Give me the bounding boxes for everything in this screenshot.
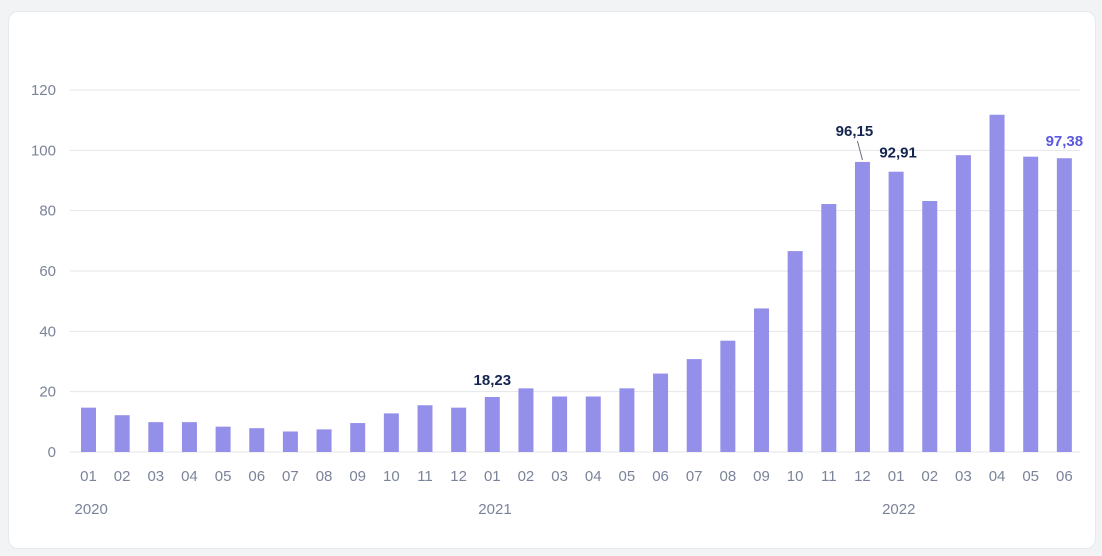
bar bbox=[81, 407, 96, 452]
x-tick-label: 05 bbox=[619, 468, 636, 485]
bar bbox=[282, 431, 298, 452]
bar bbox=[350, 423, 366, 452]
bar bbox=[383, 413, 399, 452]
leader-line bbox=[856, 140, 863, 161]
y-axis: 0 20 40 60 80 100 120 bbox=[31, 82, 56, 461]
data-label: 97,38 bbox=[1046, 133, 1084, 150]
bar bbox=[653, 373, 669, 452]
bar bbox=[686, 359, 702, 452]
data-label: 96,15 bbox=[836, 123, 874, 140]
x-tick-label: 07 bbox=[686, 468, 703, 485]
bar bbox=[417, 405, 433, 452]
bar bbox=[451, 407, 467, 452]
bar bbox=[181, 422, 197, 452]
y-tick-label: 100 bbox=[31, 142, 56, 159]
x-tick-label: 05 bbox=[215, 468, 232, 485]
bar bbox=[787, 251, 803, 452]
x-tick-label: 02 bbox=[114, 468, 131, 485]
y-tick-label: 80 bbox=[39, 203, 56, 220]
x-tick-label: 04 bbox=[585, 468, 602, 485]
bar bbox=[619, 388, 635, 452]
bar bbox=[888, 171, 904, 452]
bar bbox=[821, 204, 837, 452]
data-label: 92,91 bbox=[879, 145, 917, 162]
x-tick-label: 04 bbox=[989, 468, 1006, 485]
bar bbox=[754, 308, 769, 452]
bar bbox=[989, 114, 1005, 452]
y-tick-label: 60 bbox=[39, 263, 56, 280]
year-label: 2022 bbox=[882, 501, 915, 518]
bar bbox=[249, 428, 265, 452]
x-tick-label: 08 bbox=[316, 468, 333, 485]
bar bbox=[114, 415, 130, 452]
bar bbox=[922, 201, 938, 452]
bar bbox=[955, 155, 971, 452]
gridlines bbox=[70, 89, 1080, 453]
x-axis: 01 02 03 04 05 06 07 08 09 10 11 12 01 02 03 04 05 06 07 08… bbox=[75, 468, 1073, 518]
x-tick-label: 02 bbox=[518, 468, 535, 485]
x-tick-label: 08 bbox=[720, 468, 737, 485]
data-labels: 18,23 96,15 92,91 97,38 bbox=[474, 123, 1084, 389]
data-label: 18,23 bbox=[474, 372, 512, 389]
x-tick-label: 03 bbox=[551, 468, 568, 485]
bar bbox=[1056, 158, 1072, 452]
x-tick-label: 12 bbox=[450, 468, 467, 485]
bar bbox=[585, 396, 601, 452]
x-tick-label: 07 bbox=[282, 468, 299, 485]
bar bbox=[552, 396, 568, 452]
y-tick-label: 40 bbox=[39, 323, 56, 340]
chart-card bbox=[8, 11, 1096, 549]
y-tick-label: 20 bbox=[39, 384, 56, 401]
x-tick-label: 11 bbox=[417, 468, 433, 485]
x-tick-label: 06 bbox=[248, 468, 265, 485]
bar bbox=[518, 388, 534, 452]
x-tick-label: 01 bbox=[80, 468, 97, 485]
x-tick-label: 01 bbox=[888, 468, 905, 485]
x-tick-label: 06 bbox=[652, 468, 669, 485]
bar bbox=[316, 429, 332, 452]
x-tick-label: 03 bbox=[955, 468, 972, 485]
x-tick-label: 04 bbox=[181, 468, 198, 485]
x-tick-label: 09 bbox=[753, 468, 770, 485]
y-tick-label: 0 bbox=[48, 444, 56, 461]
y-tick-label: 120 bbox=[31, 82, 56, 99]
x-tick-label: 12 bbox=[854, 468, 871, 485]
x-tick-label: 09 bbox=[349, 468, 366, 485]
x-tick-label: 10 bbox=[383, 468, 400, 485]
bar bbox=[1023, 156, 1039, 452]
bar bbox=[720, 340, 736, 452]
bar bbox=[148, 422, 164, 452]
bars bbox=[81, 114, 1072, 452]
year-label: 2020 bbox=[75, 501, 108, 518]
x-tick-label: 03 bbox=[147, 468, 164, 485]
x-tick-label: 10 bbox=[787, 468, 804, 485]
x-tick-label: 02 bbox=[921, 468, 938, 485]
bar bbox=[215, 426, 231, 452]
year-label: 2021 bbox=[478, 501, 511, 518]
x-tick-label: 06 bbox=[1056, 468, 1073, 485]
x-tick-label: 01 bbox=[484, 468, 501, 485]
bar bbox=[854, 161, 870, 452]
x-tick-label: 11 bbox=[821, 468, 837, 485]
x-tick-label: 05 bbox=[1022, 468, 1039, 485]
bar bbox=[484, 397, 500, 452]
